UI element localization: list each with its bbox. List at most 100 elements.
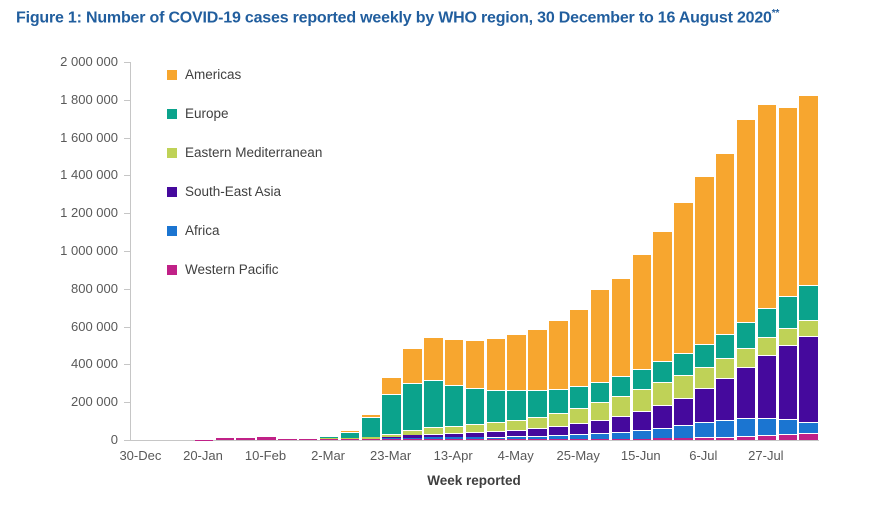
bar-segment-africa xyxy=(799,421,818,434)
y-axis-tick-mark xyxy=(124,402,130,404)
bar-segment-europe xyxy=(424,379,443,428)
y-axis-tick-mark xyxy=(124,440,130,441)
legend-label-western-pacific: Western Pacific xyxy=(185,262,279,277)
bar-segment-europe xyxy=(486,390,506,423)
bar-segment-americas xyxy=(570,308,589,387)
x-axis-tick-label: 6-Jul xyxy=(689,448,718,463)
bar-segment-western-pacific xyxy=(590,438,610,440)
bar-16-mar xyxy=(361,414,380,440)
bar-segment-western-pacific xyxy=(695,437,714,440)
x-axis-tick-label: 15-Jun xyxy=(620,448,661,463)
legend-item-americas: Americas xyxy=(167,67,322,82)
y-axis-tick-mark xyxy=(124,288,130,290)
bar-segment-western-pacific xyxy=(528,439,547,440)
y-axis-tick-label: 800 000 xyxy=(71,280,118,296)
bar-segment-eastern-mediterranean xyxy=(549,412,568,427)
bar-24-feb xyxy=(298,438,318,440)
x-axis-tick-label: 27-Jul xyxy=(748,448,784,463)
bar-27-jul xyxy=(757,103,777,440)
bar-segment-americas xyxy=(611,278,631,377)
bar-segment-africa xyxy=(757,418,777,436)
bar-segment-eastern-mediterranean xyxy=(736,347,756,367)
x-axis-tick-label: 10-Feb xyxy=(244,448,287,463)
bar-segment-europe xyxy=(361,417,380,437)
bar-segment-western-pacific xyxy=(278,439,297,440)
bar-segment-western-pacific xyxy=(257,436,276,440)
bar-segment-south-east-asia xyxy=(507,429,526,437)
bar-10-feb xyxy=(257,436,276,440)
y-axis-tick-label: 1 000 000 xyxy=(60,243,118,258)
bar-segment-eastern-mediterranean xyxy=(757,336,777,355)
bar-segment-eastern-mediterranean xyxy=(674,375,693,398)
bar-segment-africa xyxy=(570,434,589,440)
bar-9-mar xyxy=(340,431,360,440)
bar-segment-africa xyxy=(695,422,714,438)
y-axis-tick-label: 400 000 xyxy=(71,356,118,372)
bar-segment-eastern-mediterranean xyxy=(486,422,506,432)
bar-segment-south-east-asia xyxy=(757,354,777,419)
bar-segment-western-pacific xyxy=(778,434,797,440)
x-axis-tick-label: 2-Mar xyxy=(311,448,346,463)
bar-segment-americas xyxy=(549,320,568,389)
bar-segment-south-east-asia xyxy=(715,378,735,420)
bar-segment-americas xyxy=(736,118,756,322)
y-axis-tick-mark xyxy=(124,213,130,215)
bar-segment-europe xyxy=(757,307,777,337)
bar-segment-south-east-asia xyxy=(695,388,714,423)
bar-segment-americas xyxy=(799,94,818,286)
bar-segment-eastern-mediterranean xyxy=(340,437,360,439)
bar-18-may xyxy=(549,320,568,440)
y-axis-tick-mark xyxy=(124,251,130,252)
bar-segment-south-east-asia xyxy=(736,366,756,418)
y-axis-tick-mark xyxy=(124,175,130,177)
bar-segment-americas xyxy=(528,329,547,391)
bar-segment-western-pacific xyxy=(674,437,693,440)
bar-segment-eastern-mediterranean xyxy=(424,427,443,434)
bar-13-jul xyxy=(715,152,735,440)
bar-segment-western-pacific xyxy=(507,439,526,440)
bar-8-jun xyxy=(611,278,631,440)
bar-segment-south-east-asia xyxy=(570,423,589,435)
y-axis-tick-mark xyxy=(124,364,130,366)
y-axis-tick-label: 1 200 000 xyxy=(60,205,118,221)
x-axis-tick-label: 30-Dec xyxy=(119,448,162,463)
legend-swatch-western-pacific xyxy=(167,264,177,275)
bar-segment-americas xyxy=(361,414,380,418)
bar-segment-americas xyxy=(715,152,735,335)
legend-item-africa: Africa xyxy=(167,223,322,238)
bar-segment-europe xyxy=(340,431,360,438)
bar-segment-western-pacific xyxy=(632,438,651,440)
bar-segment-south-east-asia xyxy=(444,433,464,438)
bar-segment-eastern-mediterranean xyxy=(590,402,610,420)
legend-swatch-eastern-mediterranean xyxy=(167,147,177,158)
bar-segment-south-east-asia xyxy=(528,428,547,436)
bar-6-apr xyxy=(424,336,443,440)
legend-label-africa: Africa xyxy=(185,223,220,238)
bar-segment-europe xyxy=(632,368,651,389)
bar-segment-eastern-mediterranean xyxy=(403,430,422,436)
bar-22-jun xyxy=(653,230,672,440)
bar-segment-eastern-mediterranean xyxy=(528,416,547,429)
bar-segment-europe xyxy=(465,387,485,425)
bar-27-apr xyxy=(486,337,506,440)
bar-segment-americas xyxy=(444,339,464,386)
figure-title-superscript: ** xyxy=(771,8,780,19)
bar-segment-western-pacific xyxy=(340,438,360,440)
legend-label-eastern-mediterranean: Eastern Mediterranean xyxy=(185,145,323,160)
bar-segment-south-east-asia xyxy=(382,436,401,438)
bar-segment-africa xyxy=(382,437,401,439)
bar-segment-eastern-mediterranean xyxy=(611,396,631,417)
bar-segment-eastern-mediterranean xyxy=(632,389,651,411)
bar-segment-africa xyxy=(590,432,610,439)
x-axis-tick-label: 25-May xyxy=(556,448,600,463)
bar-segment-western-pacific xyxy=(757,435,777,440)
bar-segment-south-east-asia xyxy=(590,419,610,433)
bar-segment-south-east-asia xyxy=(778,344,797,420)
bar-segment-western-pacific xyxy=(465,439,485,440)
bar-4-may xyxy=(507,334,526,440)
bar-segment-south-east-asia xyxy=(799,336,818,422)
bar-segment-south-east-asia xyxy=(424,433,443,438)
bar-segment-europe xyxy=(611,376,631,396)
legend-label-europe: Europe xyxy=(185,106,229,121)
bar-segment-africa xyxy=(465,436,485,440)
